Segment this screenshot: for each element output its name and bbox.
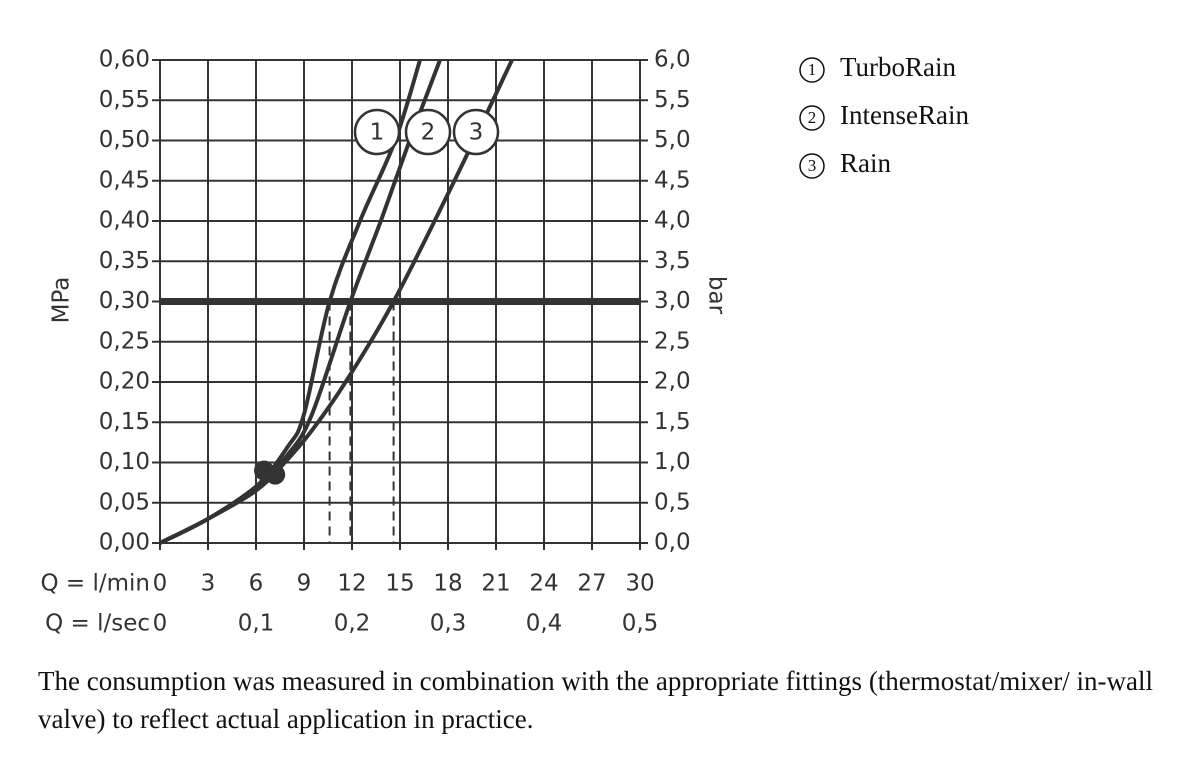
legend-label: Rain xyxy=(840,148,891,178)
curve-label: 1 xyxy=(370,120,385,146)
x-tick-label: 9 xyxy=(297,571,312,597)
x-tick-label: 3 xyxy=(201,571,216,597)
legend-symbol xyxy=(799,105,825,131)
footnote: The consumption was measured in combinat… xyxy=(38,666,1153,734)
chart: MPa bar Q = l/min Q = l/sec 0,000,050,10… xyxy=(40,47,969,637)
y2-tick-label: 2,0 xyxy=(654,369,691,395)
curve-label: 2 xyxy=(421,120,436,146)
legend-label: TurboRain xyxy=(840,52,957,82)
y-tick-label: 0,50 xyxy=(99,127,150,153)
x2-tick-label: 0,2 xyxy=(334,611,371,637)
series-line xyxy=(159,59,514,545)
x-axis-label: Q = l/min xyxy=(40,571,150,597)
curve-label-circle xyxy=(404,108,452,156)
x2-tick-label: 0,3 xyxy=(430,611,467,637)
y2-tick-label: 1,5 xyxy=(654,409,691,435)
y2-tick-label: 4,0 xyxy=(654,208,691,234)
legend-symbol xyxy=(799,153,825,179)
x-tick-label: 15 xyxy=(385,571,414,597)
y2-tick-label: 0,0 xyxy=(654,530,691,556)
y-tick-label: 0,10 xyxy=(99,449,150,475)
y2-tick-label: 1,0 xyxy=(654,449,691,475)
legend-number: 3 xyxy=(808,156,817,175)
x-tick-label: 18 xyxy=(433,571,462,597)
y2-tick-label: 6,0 xyxy=(654,47,691,73)
y-tick-label: 0,30 xyxy=(99,288,150,314)
y2-tick-label: 5,0 xyxy=(654,127,691,153)
legend-number: 1 xyxy=(808,60,817,79)
y2-tick-label: 3,5 xyxy=(654,248,691,274)
y-tick-label: 0,35 xyxy=(99,248,150,274)
y-tick-label: 0,55 xyxy=(99,87,150,113)
y-axis-label: MPa xyxy=(49,277,75,324)
x-tick-label: 6 xyxy=(249,571,264,597)
y2-tick-label: 0,5 xyxy=(654,489,691,515)
x2-tick-label: 0,4 xyxy=(526,611,563,637)
curve-label-circle xyxy=(353,108,401,156)
y2-tick-label: 5,5 xyxy=(654,87,691,113)
y-tick-label: 0,60 xyxy=(99,47,150,73)
y-tick-label: 0,00 xyxy=(99,530,150,556)
x-tick-label: 21 xyxy=(481,571,510,597)
legend-number: 2 xyxy=(808,108,817,127)
curve-label: 3 xyxy=(469,120,484,146)
x2-tick-label: 0,1 xyxy=(238,611,275,637)
legend-symbol xyxy=(799,57,825,83)
x-tick-label: 12 xyxy=(337,571,366,597)
y2-tick-label: 3,0 xyxy=(654,288,691,314)
x-tick-label: 30 xyxy=(625,571,654,597)
x2-axis-label: Q = l/sec xyxy=(45,611,150,637)
x2-tick-label: 0,5 xyxy=(622,611,659,637)
legend-label: IntenseRain xyxy=(840,100,969,130)
y-tick-label: 0,15 xyxy=(99,409,150,435)
x-tick-label: 24 xyxy=(529,571,558,597)
x2-tick-label: 0 xyxy=(153,611,168,637)
y-tick-label: 0,40 xyxy=(99,208,150,234)
y-tick-label: 0,25 xyxy=(99,328,150,354)
curve-label-circle xyxy=(452,108,500,156)
y2-tick-label: 2,5 xyxy=(654,328,691,354)
y-tick-label: 0,05 xyxy=(99,489,150,515)
marker xyxy=(265,464,286,485)
y-tick-label: 0,45 xyxy=(99,167,150,193)
x-tick-label: 27 xyxy=(577,571,606,597)
y2-axis-label: bar xyxy=(704,276,730,315)
x-tick-label: 0 xyxy=(153,571,168,597)
y-tick-label: 0,20 xyxy=(99,369,150,395)
y2-tick-label: 4,5 xyxy=(654,167,691,193)
